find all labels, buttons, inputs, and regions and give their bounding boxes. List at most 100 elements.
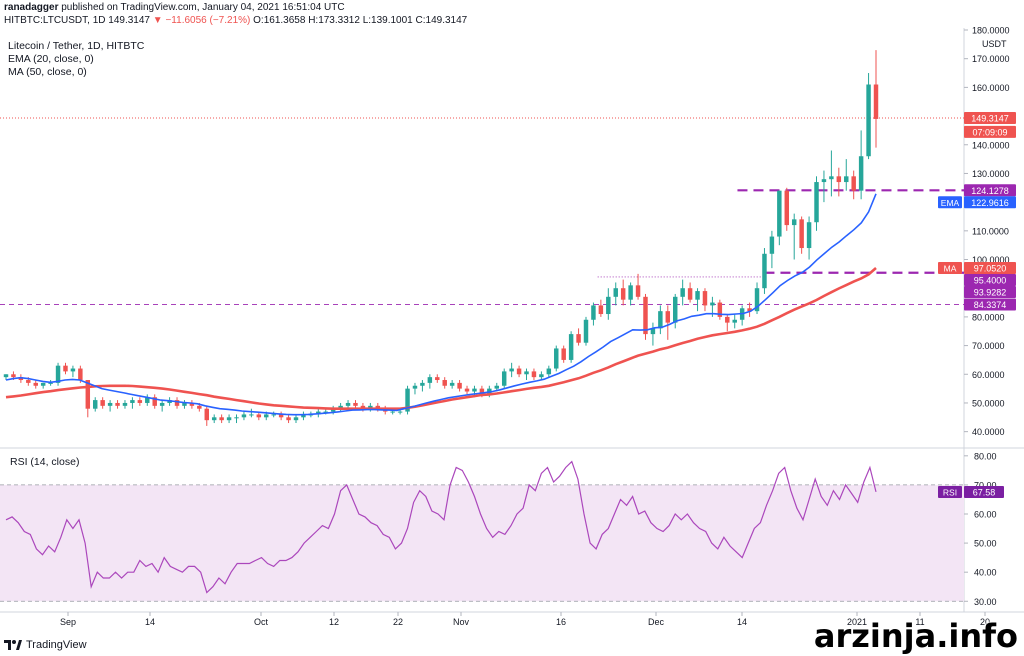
candle-body: [85, 380, 91, 409]
candle-body: [866, 84, 871, 157]
candle-body: [353, 402, 358, 406]
author-name: ranadagger: [4, 2, 59, 13]
chart-legend: Litecoin / Tether, 1D, HITBTC EMA (20, c…: [8, 40, 144, 79]
price-tick-label: 180.0000: [972, 26, 1010, 36]
candle-body: [55, 365, 61, 383]
candle-body: [620, 288, 626, 300]
candle-body: [11, 374, 16, 378]
time-tick-label: 20: [980, 617, 990, 627]
legend-title[interactable]: Litecoin / Tether, 1D, HITBTC: [8, 40, 145, 52]
candle-body: [858, 156, 864, 191]
candle-body: [301, 414, 306, 418]
price-axis-tag: [964, 184, 1016, 197]
candle-body: [501, 371, 507, 386]
candle-body: [673, 296, 678, 323]
price-axis-tag-label: 84.3374: [974, 300, 1007, 310]
candle-body: [635, 285, 641, 297]
rsi-tick-label: 80.00: [974, 451, 997, 461]
candle-body: [226, 417, 232, 421]
rsi-tag-label: RSI: [943, 487, 957, 497]
candle-body: [40, 382, 46, 386]
candle-body: [687, 288, 693, 300]
candle-body: [189, 402, 195, 406]
candle-body: [643, 296, 648, 335]
candle-body: [591, 305, 596, 320]
time-tick-label: 12: [329, 617, 339, 627]
candle-body: [33, 382, 38, 386]
candle-body: [405, 388, 410, 412]
candle-body: [375, 405, 381, 409]
candle-body: [107, 402, 113, 406]
price-axis-tag: [964, 112, 1016, 125]
indicator-tag-label: MA: [944, 263, 957, 273]
tradingview-logo[interactable]: TradingView: [4, 639, 87, 651]
candle-body: [197, 405, 202, 409]
down-arrow-icon: ▼: [152, 15, 163, 26]
candle-body: [524, 371, 529, 375]
candle-body: [286, 417, 291, 421]
candle-body: [100, 400, 105, 406]
price-tick-label: 100.0000: [972, 255, 1010, 265]
legend-ma[interactable]: MA (50, close, 0): [8, 66, 87, 78]
candle-body: [494, 385, 499, 389]
candle-body: [390, 411, 395, 413]
candle-body: [360, 405, 366, 409]
price-axis-tag: [964, 196, 1016, 209]
candle-body: [78, 368, 83, 381]
candle-body: [799, 219, 804, 249]
publish-info: ranadagger published on TradingView.com,…: [4, 2, 345, 13]
rsi-tick-label: 40.00: [974, 568, 997, 578]
price-axis-tag: [964, 261, 1016, 274]
time-tick-label: Dec: [648, 617, 665, 627]
candle-body: [115, 402, 120, 406]
candle-body: [204, 408, 209, 421]
candle-body: [561, 348, 566, 360]
candle-body: [442, 380, 447, 386]
candle-body: [717, 302, 723, 317]
candle-body: [628, 285, 633, 300]
price-axis-tag-label: 97.0520: [974, 263, 1007, 273]
candle-body: [3, 374, 9, 378]
legend-ema[interactable]: EMA (20, close, 0): [8, 53, 94, 65]
candle-body: [412, 385, 418, 389]
candle-body: [710, 302, 715, 306]
rsi-tag: [938, 485, 962, 498]
rsi-tick-label: 50.00: [974, 539, 997, 549]
rsi-legend[interactable]: RSI (14, close): [10, 456, 80, 468]
rsi-tick-label: 70.00: [974, 480, 997, 490]
time-tick-label: 14: [737, 617, 747, 627]
candle-body: [18, 377, 24, 381]
price-tick-label: 40.0000: [972, 427, 1005, 437]
candle-body: [836, 176, 842, 183]
candle-body: [479, 388, 485, 395]
candle-body: [509, 368, 514, 372]
candle-body: [159, 402, 165, 406]
candle-body: [539, 374, 544, 378]
candle-body: [650, 328, 656, 335]
price-tick-label: 60.0000: [972, 370, 1005, 380]
time-tick-label: Oct: [254, 617, 269, 627]
candle-body: [821, 179, 827, 183]
publish-text: published on TradingView.com, January 04…: [61, 2, 345, 13]
candle-body: [264, 414, 269, 418]
candle-body: [397, 411, 403, 413]
candle-body: [130, 400, 135, 403]
indicator-tag: [938, 261, 962, 274]
candle-body: [762, 253, 767, 289]
price-axis-tag-label: 95.4000: [974, 275, 1007, 285]
candle-body: [472, 388, 477, 392]
candle-body: [457, 382, 462, 389]
candle-body: [576, 334, 581, 343]
candle-body: [145, 397, 150, 403]
candle-body: [219, 417, 224, 421]
candle-body: [234, 417, 239, 419]
tradingview-label: TradingView: [26, 639, 87, 651]
price-chart[interactable]: 40.000050.000060.000070.000080.000090.00…: [0, 0, 1024, 636]
candle-body: [777, 190, 782, 237]
open-value: O:161.3658: [253, 15, 306, 26]
candle-body: [449, 382, 455, 386]
candle-body: [137, 400, 143, 403]
symbol-label: HITBTC:LTCUSDT, 1D: [4, 15, 106, 26]
close-value: C:149.3147: [415, 15, 468, 26]
candle-body: [725, 316, 730, 323]
